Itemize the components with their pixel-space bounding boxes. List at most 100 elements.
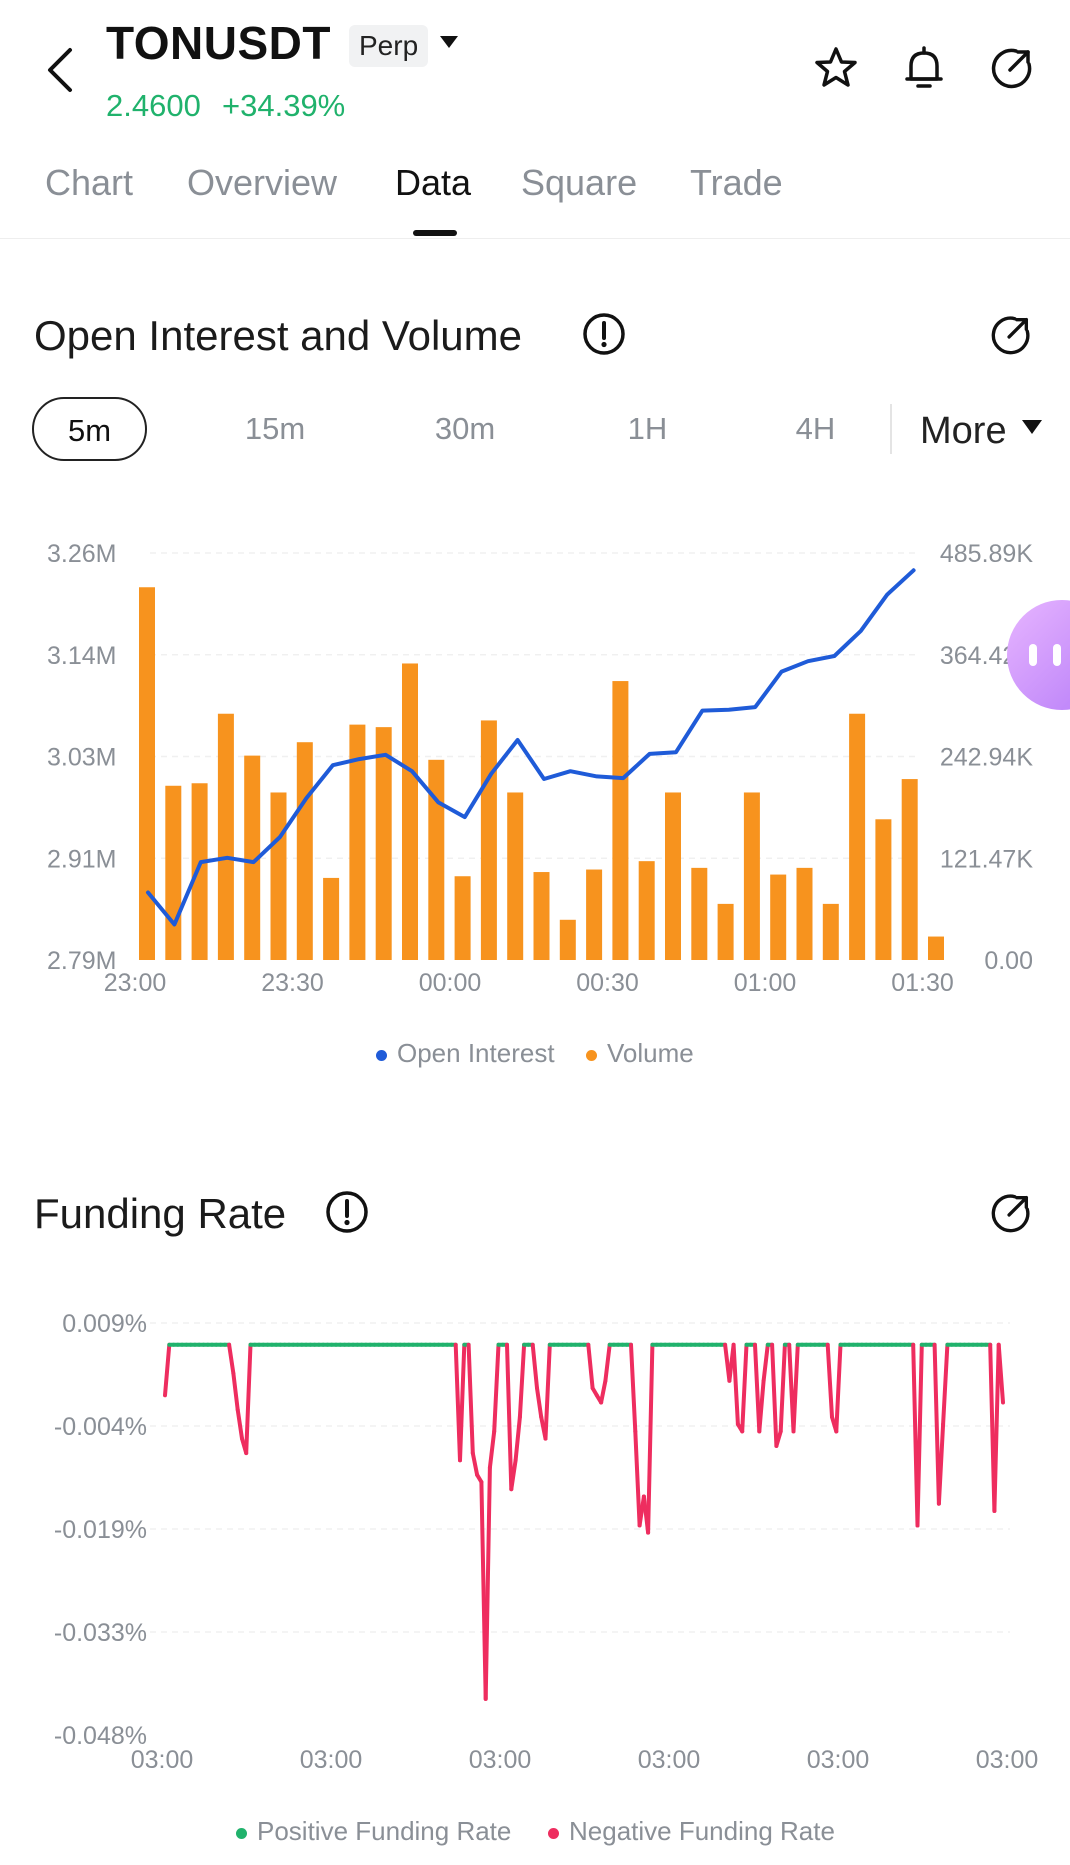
interval-30m[interactable]: 30m [434,411,496,446]
star-icon[interactable] [812,44,860,92]
volume-bar [454,876,471,960]
volume-bar [796,867,813,960]
volume-bar [507,792,524,960]
contract-type-badge[interactable]: Perp [349,25,429,67]
interval-5m[interactable]: 5m [32,397,147,461]
tab-chart[interactable]: Chart [45,162,134,203]
volume-bar [849,713,866,960]
expand-icon[interactable] [988,1190,1034,1236]
tab-overview[interactable]: Overview [187,162,338,203]
info-icon[interactable] [582,312,626,356]
y-tick-label: -0.048% [54,1722,147,1750]
negative-funding-segment [599,1378,608,1405]
expand-icon[interactable] [988,312,1034,358]
y-tick-label: 0.009% [62,1310,147,1338]
volume-bar [323,877,340,960]
divider [890,404,892,454]
active-tab-indicator [413,230,457,236]
more-intervals-button[interactable]: More [920,410,1007,452]
pause-icon [1029,644,1061,666]
volume-bar [217,713,234,960]
x-tick-label: 00:00 [419,969,482,997]
negative-funding-segment [603,1342,612,1383]
interval-15m[interactable]: 15m [244,411,306,446]
x-tick-label: 03:00 [976,1746,1039,1774]
y-tick-label-right: 121.47K [940,845,1033,873]
negative-funding-segment [513,1415,522,1463]
oi-section-title: Open Interest and Volume [34,312,522,359]
share-icon[interactable] [988,44,1036,92]
tab-data[interactable]: Data [395,162,472,203]
volume-bar [480,720,497,960]
chevron-down-icon[interactable] [440,36,458,48]
volume-bar [691,867,708,960]
volume-bar [901,779,918,960]
y-tick-label-left: 2.79M [47,947,116,975]
negative-funding-segment [633,1429,642,1528]
negative-funding-segment [231,1371,240,1412]
negative-funding-segment [487,1429,497,1470]
negative-funding-segment [543,1342,552,1441]
negative-funding-segment [774,1429,783,1448]
volume-bar [428,759,445,960]
x-tick-label: 00:30 [576,969,639,997]
volume-bar [638,861,655,960]
negative-funding-segment [992,1342,1001,1513]
negative-funding-segment [227,1342,236,1376]
interval-4h[interactable]: 4H [795,411,836,446]
symbol-title[interactable]: TONUSDT [106,17,331,69]
volume-bar [822,903,839,960]
floating-assistant-button[interactable] [1007,600,1070,710]
negative-funding-segment [466,1342,475,1456]
volume-bar [612,681,629,960]
negative-funding-segment [458,1342,467,1463]
negative-funding-segment [731,1342,740,1427]
y-tick-label-right: 242.94K [940,744,1033,772]
y-tick-label-left: 3.14M [47,642,116,670]
y-tick-label-left: 3.03M [47,744,116,772]
funding-section-title: Funding Rate [34,1190,287,1237]
volume-bar [717,903,734,960]
tab-square[interactable]: Square [521,162,638,203]
negative-funding-segment [915,1342,924,1528]
legend-dot [586,1049,597,1061]
volume-bar [770,874,787,960]
x-tick-label: 03:00 [300,1746,363,1774]
x-tick-label: 03:00 [807,1746,870,1774]
bell-icon[interactable] [900,44,948,92]
negative-funding-segment [740,1342,749,1434]
negative-funding-segment [505,1342,514,1492]
negative-funding-segment [509,1458,518,1492]
open-interest-line [146,568,916,927]
y-tick-label-right: 0.00 [984,947,1033,975]
volume-bar [296,742,313,960]
negative-funding-segment [791,1342,800,1434]
tab-trade[interactable]: Trade [690,162,783,203]
legend-negative-funding: Negative Funding Rate [548,1816,835,1847]
negative-funding-segment [530,1342,539,1391]
negative-funding-segment [996,1342,1005,1405]
negative-funding-segment [163,1342,172,1398]
negative-funding-segment [834,1342,843,1434]
volume-bar [270,792,287,960]
divider [0,238,1070,239]
negative-funding-segment [761,1342,770,1383]
volume-bar [402,663,418,960]
legend-dot [376,1049,387,1061]
volume-bar [875,819,892,960]
y-tick-label: -0.033% [54,1619,147,1647]
y-tick-label-left: 2.91M [47,845,116,873]
price-change: +34.39% [222,88,346,123]
back-arrow-icon[interactable] [40,40,80,100]
x-tick-label: 03:00 [638,1746,701,1774]
interval-1h[interactable]: 1H [627,411,668,446]
negative-funding-segment [492,1342,501,1434]
legend-dot [548,1827,559,1839]
chevron-down-icon[interactable] [1022,420,1042,434]
negative-funding-segment [778,1342,787,1434]
info-icon[interactable] [325,1190,369,1234]
negative-funding-segment [629,1342,638,1434]
negative-funding-segment [936,1422,946,1506]
y-tick-label: -0.004% [54,1413,147,1441]
